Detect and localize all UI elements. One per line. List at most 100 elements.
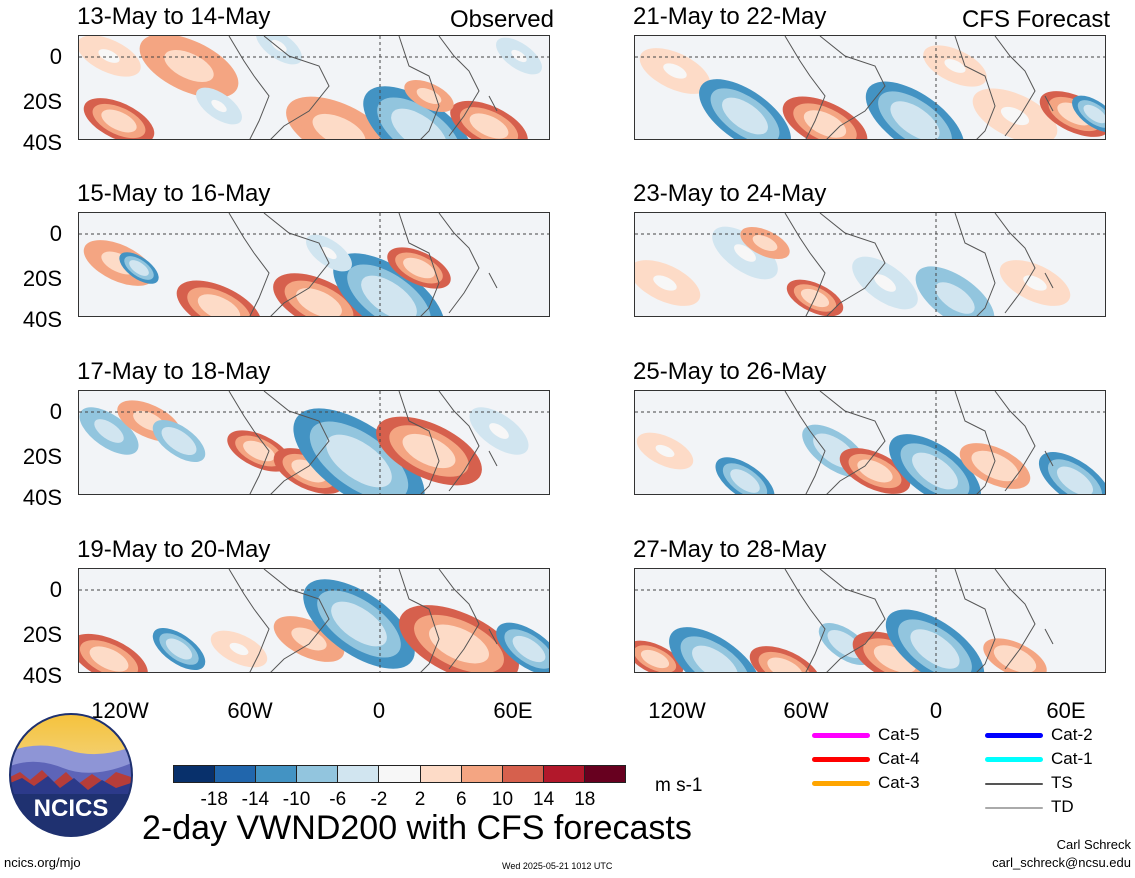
anomaly-contour <box>1089 109 1101 119</box>
coastline <box>784 36 1054 139</box>
panel-title-6: 25-May to 26-May <box>633 358 827 385</box>
colorbar-box <box>379 766 421 782</box>
colorbar-box <box>584 766 626 782</box>
anomaly-field <box>635 213 1105 316</box>
colorbar-box <box>461 766 503 782</box>
anomaly-contour <box>1023 275 1047 291</box>
anomaly-field <box>635 36 1105 139</box>
y-tick-40s: 40S <box>22 485 62 510</box>
colorbar-box <box>174 766 216 782</box>
logo-text: NCICS <box>34 795 109 822</box>
panel-title-2: 21-May to 22-May <box>633 3 827 30</box>
anomaly-contour <box>814 117 836 131</box>
map-panel-3 <box>78 212 550 317</box>
anomaly-contour <box>489 423 509 439</box>
coastline <box>784 213 1054 316</box>
ncics-logo-icon: NCICS <box>9 713 133 837</box>
panel-title-3: 15-May to 16-May <box>77 180 271 207</box>
panel-title-4: 23-May to 24-May <box>633 180 827 207</box>
colorbar <box>173 765 626 783</box>
x-tick-60w: 60W <box>227 698 273 723</box>
footer-site: ncics.org/mjo <box>4 855 81 870</box>
coastline <box>228 213 498 316</box>
anomaly-contour <box>325 122 353 139</box>
panel-title-1: 13-May to 14-May <box>77 3 271 30</box>
y-tick-20s: 20S <box>22 444 62 469</box>
map-panel-1 <box>78 35 550 140</box>
anomaly-contour <box>321 246 337 260</box>
x-tick-60e: 60E <box>1046 698 1086 723</box>
legend-cat5-swatch <box>812 733 870 739</box>
anomaly-contour <box>1065 473 1085 489</box>
panel-title-8: 27-May to 28-May <box>633 536 827 563</box>
anomaly-contour <box>342 447 376 475</box>
anomaly-contour <box>884 652 906 666</box>
anomaly-contour <box>101 425 117 437</box>
footer-author: Carl Schreck <box>1056 837 1131 852</box>
y-tick-20s: 20S <box>22 89 62 114</box>
legend-cat3-swatch <box>812 781 870 787</box>
anomaly-contour <box>98 49 120 63</box>
anomaly-contour <box>923 461 947 481</box>
anomaly-contour <box>874 274 896 292</box>
y-tick-0: 0 <box>49 577 62 602</box>
y-tick-40s: 40S <box>22 130 62 155</box>
legend-cat2: Cat-2 <box>985 726 1093 744</box>
colorbar-tick-label: 14 <box>533 789 555 810</box>
anomaly-contour <box>300 633 318 645</box>
ncics-logo: NCICS <box>8 712 134 838</box>
anomaly-field <box>79 36 549 139</box>
panel-title-5: 17-May to 18-May <box>77 358 271 385</box>
colorbar-box <box>543 766 585 782</box>
anomaly-contour <box>945 290 965 306</box>
anomaly-contour <box>405 119 433 139</box>
anomaly-contour <box>647 654 663 664</box>
legend-cat2-swatch <box>985 733 1043 739</box>
legend-cat5: Cat-5 <box>812 726 920 744</box>
coastline <box>228 36 498 139</box>
anomaly-contour <box>99 652 119 666</box>
anomaly-contour <box>444 634 474 654</box>
anomaly-contour <box>411 262 427 274</box>
colorbar-tick-label: 2 <box>414 789 426 810</box>
panel-title-7: 19-May to 20-May <box>77 536 271 563</box>
legend-cat1: Cat-1 <box>985 750 1093 768</box>
anomaly-contour <box>1000 106 1030 126</box>
anomaly-contour <box>415 442 443 460</box>
anomaly-contour <box>141 415 157 427</box>
anomaly-contour <box>836 636 854 652</box>
coastline <box>228 569 498 672</box>
anomaly-contour <box>170 433 188 449</box>
anomaly-contour <box>307 295 331 311</box>
colorbar-box <box>502 766 544 782</box>
anomaly-contour <box>208 301 230 315</box>
x-tick-0: 0 <box>929 698 943 723</box>
anomaly-contour <box>655 444 675 458</box>
x-tick-60e: 60E <box>493 698 533 723</box>
x-tick-120w: 120W <box>648 698 706 723</box>
x-tick-120w: 120W <box>91 698 149 723</box>
anomaly-contour <box>375 286 403 310</box>
colorbar-tick-label: -10 <box>282 789 311 810</box>
anomaly-contour <box>172 643 186 655</box>
colorbar-unit: m s-1 <box>655 775 703 796</box>
legend-td-swatch <box>985 806 1043 809</box>
anomaly-contour <box>211 99 227 113</box>
colorbar-tick-label: 6 <box>455 789 467 810</box>
anomaly-contour <box>733 106 757 126</box>
legend-ts: TS <box>985 774 1073 792</box>
anomaly-contour <box>922 639 948 659</box>
anomaly-contour <box>663 63 687 79</box>
map-panel-4 <box>634 212 1106 317</box>
anomaly-contour <box>134 264 144 272</box>
anomaly-contour <box>176 57 202 75</box>
anomaly-field <box>79 391 549 494</box>
coastline <box>784 391 1054 494</box>
coastline <box>228 391 498 494</box>
anomaly-field <box>79 569 549 672</box>
y-tick-0: 0 <box>49 399 62 424</box>
anomaly-contour <box>776 663 794 672</box>
anomaly-contour <box>944 59 966 73</box>
x-tick-60w: 60W <box>783 698 829 723</box>
anomaly-contour <box>758 238 772 248</box>
